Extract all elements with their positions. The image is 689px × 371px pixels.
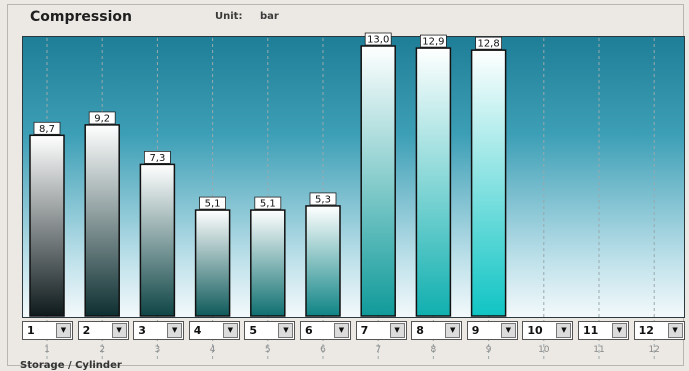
cylinder-select-10[interactable]: 10 ▼ [522, 321, 574, 340]
select-value: 9 [471, 324, 480, 337]
value-label: 12,8 [477, 39, 499, 50]
value-label: 7,3 [149, 153, 165, 164]
x-tick-label: 6 [320, 345, 326, 355]
select-value: 11 [583, 324, 599, 337]
cylinder-select-5[interactable]: 5 ▼ [244, 321, 296, 340]
select-value: 3 [138, 324, 146, 337]
value-label-box [364, 32, 392, 46]
chevron-down-icon[interactable]: ▼ [222, 323, 238, 338]
bar-7 [360, 45, 396, 317]
x-tick-label: 5 [264, 345, 271, 355]
value-label: 5,1 [260, 199, 276, 210]
chevron-down-icon[interactable]: ▼ [111, 323, 127, 338]
select-value: 4 [193, 324, 202, 337]
cylinder-select-2[interactable]: 2 ▼ [77, 321, 129, 340]
value-label-box [309, 192, 337, 206]
bar-5 [250, 209, 286, 317]
value-label-box [88, 111, 116, 125]
chevron-down-icon[interactable]: ▼ [500, 323, 516, 338]
bar-3 [139, 163, 176, 317]
cylinder-select-4[interactable]: 4 ▼ [188, 321, 240, 340]
bar-8 [415, 47, 452, 317]
cylinder-select-9[interactable]: 9 ▼ [466, 321, 518, 340]
chevron-down-icon[interactable]: ▼ [56, 323, 71, 338]
select-value: 10 [527, 324, 543, 337]
x-tick-label: 1 [44, 345, 50, 355]
chevron-down-icon[interactable]: ▼ [334, 323, 349, 338]
cylinder-select-3[interactable]: 3 ▼ [133, 321, 185, 340]
cylinder-select-1[interactable]: 1 ▼ [22, 321, 73, 340]
value-label: 13,0 [367, 35, 389, 46]
chart-title: Compression [30, 9, 132, 25]
bar-1 [29, 134, 65, 317]
unit-label: Unit: [215, 11, 243, 22]
select-value: 12 [638, 324, 654, 337]
x-tick-label: 4 [209, 345, 216, 355]
value-label: 5,1 [205, 199, 221, 210]
chevron-down-icon[interactable]: ▼ [556, 323, 572, 338]
select-value: 6 [305, 324, 313, 337]
chevron-down-icon[interactable]: ▼ [278, 323, 294, 338]
bar-6 [305, 205, 341, 317]
value-label: 9,2 [94, 113, 110, 124]
value-label-box [254, 196, 282, 210]
bar-2 [84, 124, 120, 317]
value-label: 12,9 [422, 37, 444, 48]
chevron-down-icon[interactable]: ▼ [389, 323, 405, 338]
plot-area [22, 36, 685, 318]
x-axis-title: Storage / Cylinder [20, 360, 122, 371]
x-tick-label: 2 [99, 345, 106, 355]
x-tick-label: 12 [648, 345, 660, 355]
select-value: 1 [27, 324, 35, 337]
select-value: 5 [249, 324, 258, 337]
value-label: 5,3 [315, 194, 331, 205]
chevron-down-icon[interactable]: ▼ [667, 323, 683, 338]
bar-9 [470, 49, 507, 317]
bar-4 [194, 209, 231, 317]
cylinder-select-7[interactable]: 7 ▼ [355, 321, 407, 340]
cylinder-select-11[interactable]: 11 ▼ [578, 321, 629, 340]
select-value: 7 [360, 324, 369, 337]
x-tick-label: 9 [485, 345, 492, 355]
select-value: 2 [82, 324, 91, 337]
chevron-down-icon[interactable]: ▼ [167, 323, 183, 338]
value-label: 8,7 [39, 124, 55, 135]
x-tick-label: 10 [538, 345, 550, 355]
x-tick-label: 11 [593, 345, 605, 355]
cylinder-select-8[interactable]: 8 ▼ [411, 321, 463, 340]
value-label-box [199, 196, 227, 210]
value-label-box [33, 121, 61, 135]
x-tick-label: 3 [154, 345, 161, 355]
cylinder-select-6[interactable]: 6 ▼ [300, 321, 351, 340]
x-tick-label: 7 [375, 345, 382, 355]
value-label-box [143, 150, 171, 164]
x-tick-label: 8 [430, 345, 437, 355]
unit-value: bar [260, 11, 279, 22]
chevron-down-icon[interactable]: ▼ [445, 323, 461, 338]
chevron-down-icon[interactable]: ▼ [612, 323, 627, 338]
select-value: 8 [416, 324, 424, 337]
value-label-box [475, 36, 503, 50]
value-label-box [419, 34, 447, 48]
cylinder-select-12[interactable]: 12 ▼ [633, 321, 685, 340]
